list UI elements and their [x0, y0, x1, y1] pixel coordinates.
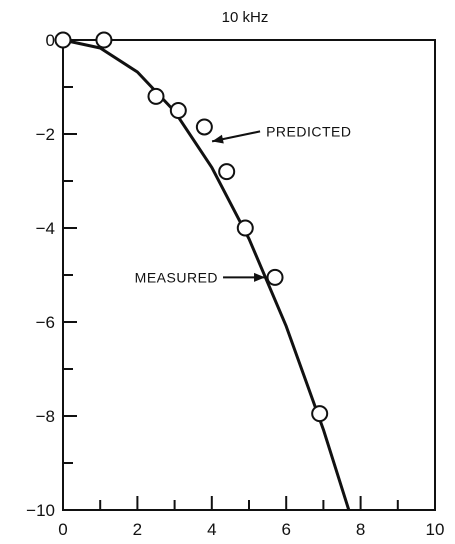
- measured-point: [54, 31, 72, 49]
- y-tick-label: 0: [46, 31, 55, 50]
- x-tick-label: 6: [281, 520, 290, 539]
- annotations: PREDICTED MEASURED: [135, 123, 351, 285]
- measured-point: [169, 102, 187, 119]
- x-tick-label: 0: [58, 520, 67, 539]
- y-tick-label: −8: [36, 407, 55, 426]
- measured-point: [236, 219, 254, 237]
- x-tick-label: 10: [426, 520, 445, 539]
- annotation-label: PREDICTED: [266, 123, 351, 139]
- chart-title: 10 kHz: [222, 9, 269, 26]
- annotation-label: MEASURED: [135, 269, 218, 285]
- x-tick-label: 4: [207, 520, 216, 539]
- predicted-curve: [62, 38, 351, 511]
- y-tick-label: −4: [36, 219, 55, 238]
- series-layer: [54, 31, 351, 511]
- y-tick-label: −6: [36, 313, 55, 332]
- measured-point: [266, 268, 284, 286]
- measured-point: [95, 31, 113, 49]
- measured-point: [147, 87, 165, 105]
- plot-frame: [62, 39, 436, 511]
- arrowhead: [212, 134, 224, 144]
- x-tick-label: 8: [356, 520, 365, 539]
- y-tick-label: −2: [36, 125, 55, 144]
- y-tick-label: −10: [26, 501, 55, 520]
- measured-point: [311, 405, 329, 423]
- x-tick-label: 2: [133, 520, 142, 539]
- measured-point: [195, 118, 213, 136]
- tick-marks: [63, 86, 399, 510]
- measured-point: [218, 163, 236, 181]
- arrowhead: [254, 272, 266, 282]
- tick-labels: 0 2 4 6 8 10 0 −2 −4 −6 −8 −10: [26, 31, 444, 539]
